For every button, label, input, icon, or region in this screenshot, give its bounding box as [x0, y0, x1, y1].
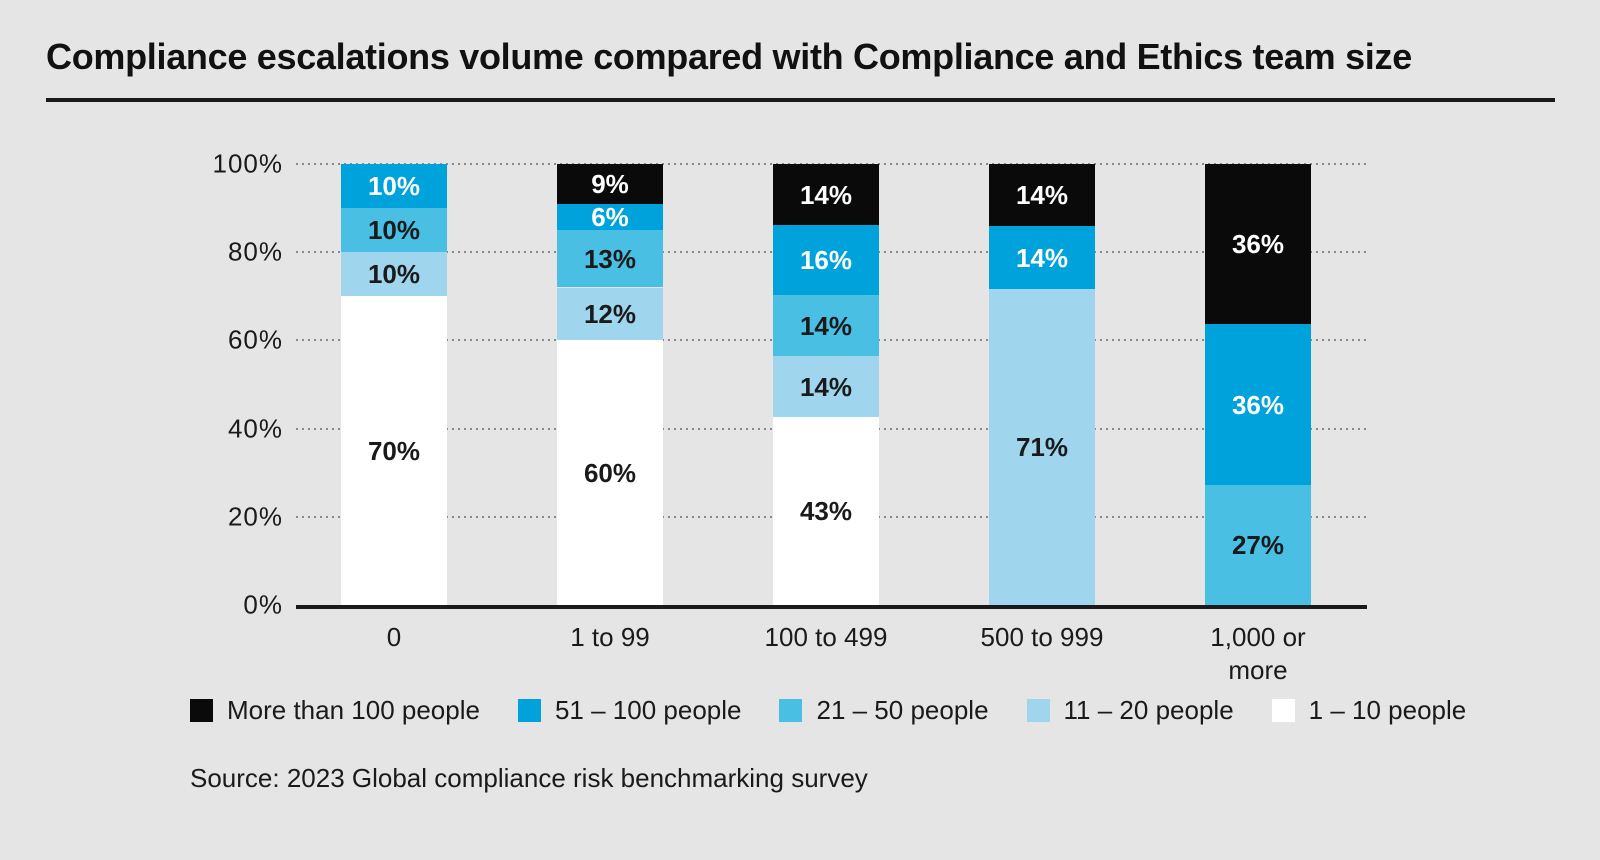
segment-value-label: 14% [1015, 242, 1069, 273]
bar-segment: 70% [341, 296, 447, 605]
bar-segment: 9% [557, 164, 663, 204]
bar-2: 60% 12% 13% 6% 9% [557, 164, 663, 605]
bar-segment: 14% [989, 164, 1095, 227]
segment-value-label: 14% [799, 179, 853, 210]
segment-value-label: 14% [799, 371, 853, 402]
bar-segment: 14% [773, 356, 879, 418]
segment-value-label: 16% [799, 245, 853, 276]
segment-value-label: 14% [1015, 180, 1069, 211]
legend-swatch [779, 699, 803, 722]
y-tick-label: 100% [212, 148, 283, 179]
x-axis-label: 1,000 or more [1210, 622, 1306, 685]
bar-segment: 6% [557, 201, 663, 232]
segment-value-label: 60% [583, 457, 637, 488]
bar-segment: 36% [1205, 324, 1311, 485]
segment-value-label: 71% [1015, 431, 1069, 462]
legend-label: 11 – 20 people [1063, 695, 1234, 725]
chart-title: Compliance escalations volume compared w… [46, 36, 1412, 77]
bar-segment: 12% [557, 287, 663, 341]
segment-value-label: 10% [367, 259, 421, 290]
bar-segment: 16% [773, 225, 879, 295]
segment-value-label: 36% [1231, 389, 1285, 420]
bar-segment: 14% [989, 226, 1095, 289]
legend-item: 21 – 50 people [779, 695, 989, 726]
bar-segment: 10% [341, 208, 447, 253]
bar-segment: 36% [1205, 164, 1311, 325]
legend-swatch [1271, 699, 1295, 722]
source-note: Source: 2023 Global compliance risk benc… [190, 763, 868, 793]
gridline-100 [296, 163, 1367, 165]
bar-5: 27% 36% 36% [1205, 164, 1311, 605]
bar-segment: 10% [341, 164, 447, 209]
legend-label: 1 – 10 people [1308, 695, 1467, 725]
legend-swatch [1026, 699, 1050, 722]
segment-value-label: 10% [367, 215, 421, 246]
bar-segment: 10% [341, 252, 447, 297]
bar-segment: 43% [773, 417, 879, 605]
bar-4: 71% 14% 14% [989, 164, 1095, 605]
x-axis-label: 1 to 99 [570, 622, 650, 652]
bar-segment: 60% [557, 340, 663, 605]
plot-area: 0% 20% 40% 60% 80% 100% 70% 10% 10% 10% 0 60% 12% 13%… [213, 149, 1367, 685]
segment-value-label: 27% [1231, 529, 1285, 560]
y-tick-label: 40% [227, 413, 283, 444]
x-axis-label: 100 to 499 [764, 622, 888, 652]
segment-value-label: 10% [367, 171, 421, 202]
x-axis-label: 500 to 999 [980, 622, 1104, 652]
legend-label: 51 – 100 people [554, 695, 742, 725]
legend-swatch [517, 699, 541, 722]
bar-segment: 14% [773, 164, 879, 226]
y-tick-label: 0% [243, 589, 283, 620]
legend-item: 11 – 20 people [1026, 695, 1234, 726]
x-axis-line [296, 605, 1367, 609]
segment-value-label: 6% [591, 201, 629, 232]
segment-value-label: 13% [583, 243, 637, 274]
bar-segment: 27% [1205, 484, 1311, 605]
legend-item: More than 100 people [190, 695, 480, 726]
bar-segment: 71% [989, 288, 1095, 605]
segment-value-label: 70% [367, 435, 421, 466]
title-divider [46, 98, 1555, 102]
bar-segment: 14% [773, 295, 879, 357]
legend-label: More than 100 people [227, 695, 480, 725]
x-axis-label: 0 [386, 622, 402, 652]
y-tick-label: 20% [227, 501, 283, 532]
bar-1: 70% 10% 10% 10% [341, 164, 447, 605]
y-tick-label: 60% [227, 324, 283, 355]
segment-value-label: 14% [799, 310, 853, 341]
legend-label: 21 – 50 people [816, 695, 989, 725]
y-tick-label: 80% [227, 236, 283, 267]
segment-value-label: 43% [799, 496, 853, 527]
bar-3: 43% 14% 14% 16% 14% [773, 164, 879, 605]
segment-value-label: 12% [583, 298, 637, 329]
bar-segment: 13% [557, 230, 663, 288]
legend-item: 51 – 100 people [517, 695, 742, 726]
legend-swatch [190, 699, 213, 722]
legend: More than 100 people 51 – 100 people 21 – … [190, 695, 1466, 726]
segment-value-label: 36% [1231, 229, 1285, 260]
segment-value-label: 9% [591, 168, 629, 199]
legend-item: 1 – 10 people [1271, 695, 1467, 726]
